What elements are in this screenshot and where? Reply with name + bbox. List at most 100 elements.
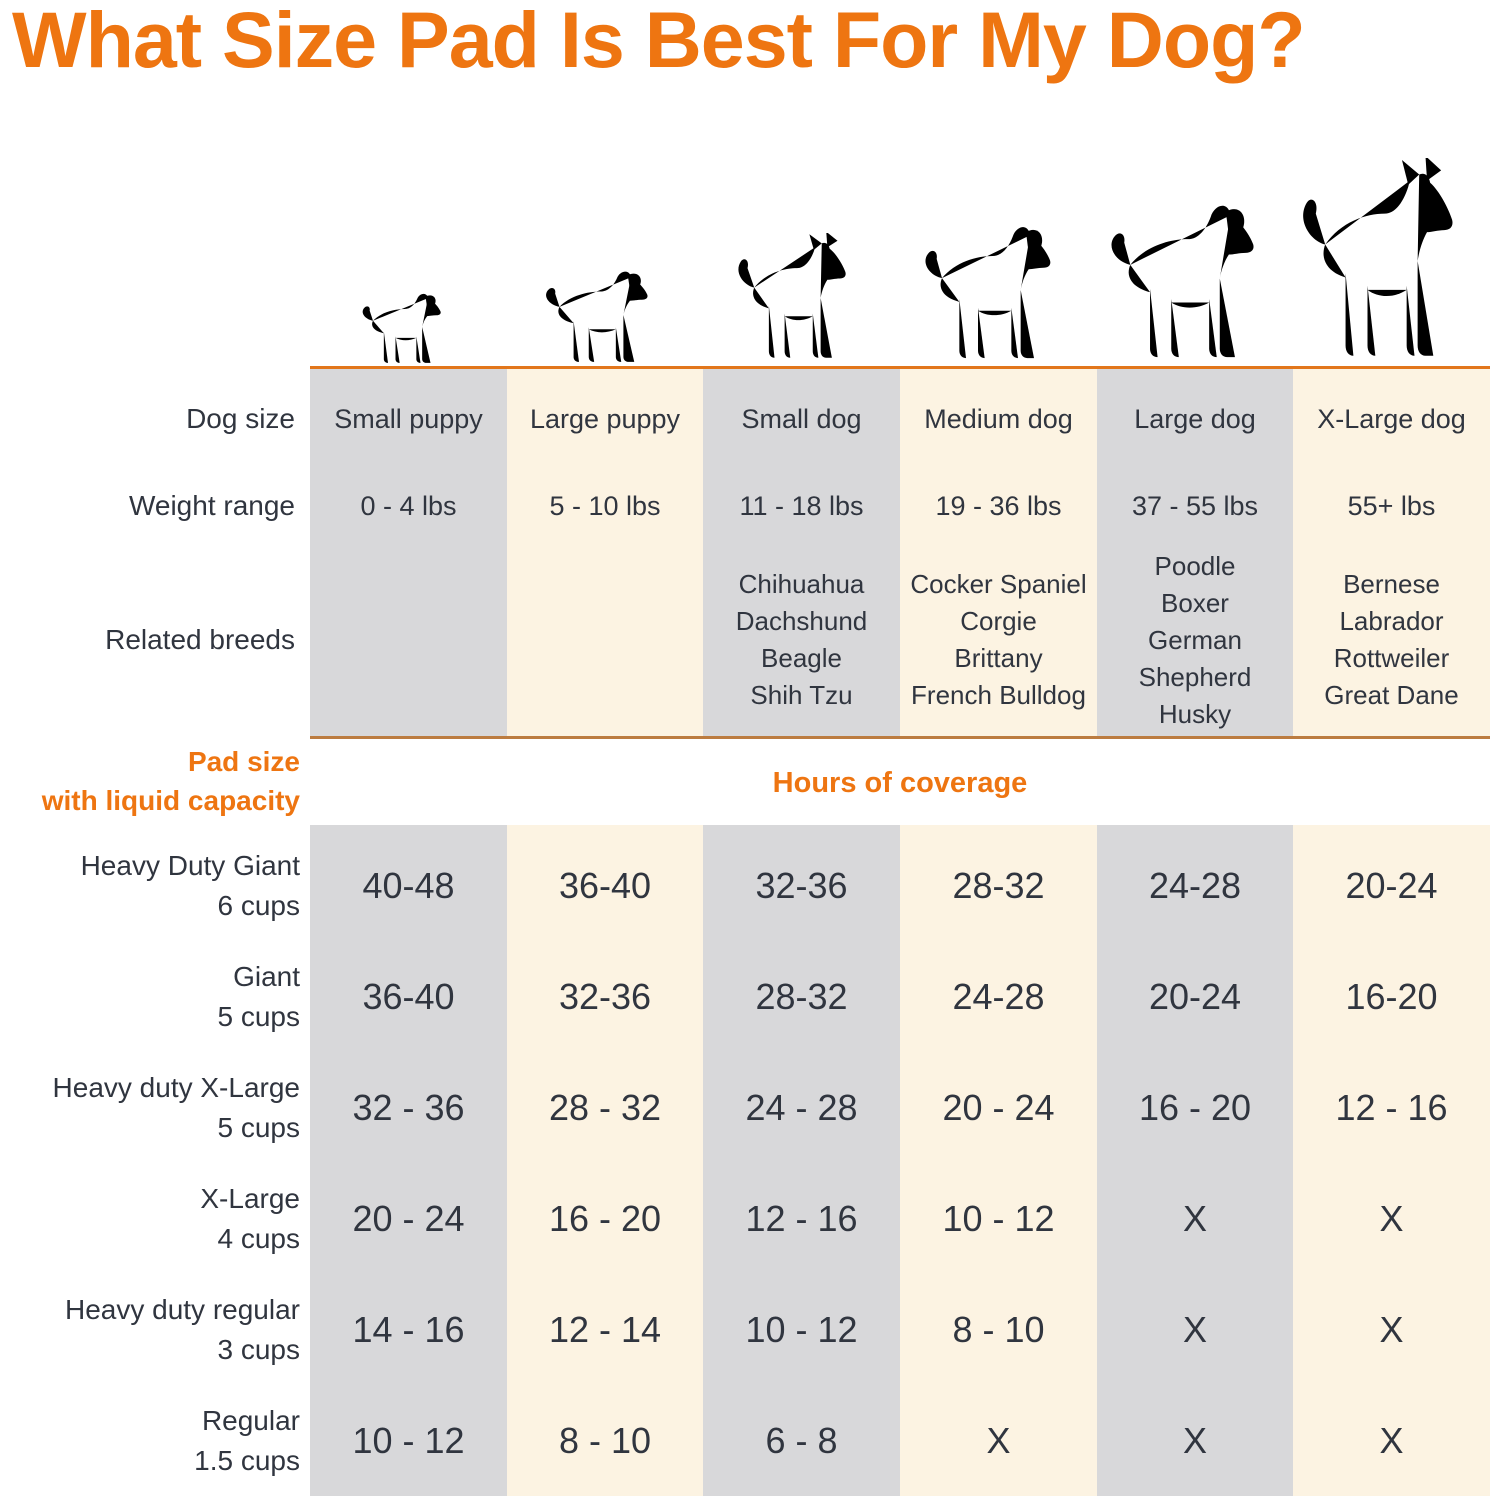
hours-cell: X <box>1182 1309 1207 1350</box>
large-puppy-icon <box>546 271 648 362</box>
weight-range: 0 - 4 lbs <box>360 491 457 521</box>
breeds-list: Chihuahua Dachshund Beagle Shih Tzu <box>703 547 900 733</box>
hours-cell: 16-20 <box>1345 976 1438 1017</box>
hours-cell: 28 - 32 <box>548 1087 662 1128</box>
small-puppy-icon <box>362 293 441 363</box>
hours-cell: 24 - 28 <box>745 1087 858 1128</box>
breed-item: Great Dane <box>1324 680 1459 710</box>
breed-item: Husky <box>1158 698 1232 729</box>
column-stripe <box>1293 369 1490 736</box>
page-title: What Size Pad Is Best For My Dog? <box>12 0 1306 84</box>
hours-cell: 8 - 10 <box>558 1420 652 1461</box>
hours-cell: X <box>986 1420 1011 1461</box>
hours-cell: 6 - 8 <box>765 1420 838 1461</box>
hours-cell: 20 - 24 <box>352 1198 465 1239</box>
hours-cell: 12 - 14 <box>548 1309 662 1350</box>
weight-range: 5 - 10 lbs <box>549 491 661 521</box>
pad-row-label: X-Large 4 cups <box>200 1183 300 1254</box>
medium-dog-icon <box>925 227 1051 359</box>
hours-cell: X <box>1379 1309 1404 1350</box>
weight-range: 55+ lbs <box>1347 491 1436 521</box>
column-stripe <box>900 369 1097 736</box>
breed-item: Corgie <box>960 606 1037 636</box>
row-label-dog-size: Dog size <box>186 403 295 434</box>
column-stripe <box>507 369 703 736</box>
pad-row-label: Heavy Duty Giant 6 cups <box>80 850 300 921</box>
breed-item: Labrador <box>1339 606 1444 636</box>
hours-cell: X <box>1182 1420 1207 1461</box>
hours-cell: 36-40 <box>362 976 455 1017</box>
column-header: Medium dog <box>924 404 1073 434</box>
column-header: Large dog <box>1134 404 1256 434</box>
breed-item: Boxer <box>1161 587 1229 618</box>
hours-cell: 20 - 24 <box>942 1087 1055 1128</box>
hours-cell: 14 - 16 <box>352 1309 465 1350</box>
breed-item: Beagle <box>761 643 842 673</box>
breed-item: Rottweiler <box>1333 643 1450 673</box>
breed-item: Cocker Spaniel <box>910 569 1087 599</box>
hours-cell: 28-32 <box>755 976 848 1017</box>
hours-cell: 32 - 36 <box>352 1087 465 1128</box>
breed-item: Chihuahua <box>738 569 865 599</box>
hours-cell: 16 - 20 <box>548 1198 662 1239</box>
hours-cell: 24-28 <box>1148 865 1242 906</box>
column-stripe <box>900 825 1097 1496</box>
hours-cell: 10 - 12 <box>942 1198 1055 1239</box>
hours-cell: 20-24 <box>1345 865 1438 906</box>
weight-range: 11 - 18 lbs <box>739 491 864 521</box>
pad-row-label: Regular 1.5 cups <box>194 1405 300 1476</box>
breeds-list: Bernese Labrador Rottweiler Great Dane <box>1293 547 1490 733</box>
column-stripe <box>1097 369 1293 736</box>
column-stripe <box>310 369 507 736</box>
large-dog-icon <box>1111 205 1254 358</box>
small-dog-icon <box>738 233 846 358</box>
column-stripe <box>703 369 900 736</box>
pad-row-label: Heavy duty regular 3 cups <box>64 1294 300 1365</box>
hours-cell: 10 - 12 <box>352 1420 465 1461</box>
hours-of-coverage-header: Hours of coverage <box>772 767 1028 799</box>
ground-line <box>310 366 1490 369</box>
hours-cell: 16 - 20 <box>1138 1087 1252 1128</box>
hours-cell: 28-32 <box>952 865 1045 906</box>
column-stripe <box>1097 825 1293 1496</box>
column-header: Large puppy <box>529 404 681 434</box>
column-stripe <box>310 825 507 1496</box>
breed-item: Shih Tzu <box>750 680 853 710</box>
pad-row-label: Giant 5 cups <box>217 961 301 1032</box>
x-large-dog-icon <box>1303 158 1453 356</box>
column-header: X-Large dog <box>1317 404 1466 434</box>
section-divider-line <box>310 736 1490 739</box>
weight-range: 37 - 55 lbs <box>1131 491 1259 521</box>
hours-cell: 36-40 <box>558 865 652 906</box>
breed-item: German Shepherd <box>1138 624 1252 692</box>
column-header: Small puppy <box>334 404 483 434</box>
row-label-weight-range: Weight range <box>128 490 295 521</box>
hours-cell: 20-24 <box>1148 976 1242 1017</box>
hours-cell: 32-36 <box>558 976 652 1017</box>
column-stripe <box>703 825 900 1496</box>
column-stripe <box>507 825 703 1496</box>
hours-cell: 24-28 <box>952 976 1045 1017</box>
breeds-list: Poodle Boxer German Shepherd Husky <box>1097 547 1293 733</box>
hours-cell: 32-36 <box>755 865 848 906</box>
hours-cell: 12 - 16 <box>1335 1087 1448 1128</box>
hours-cell: 40-48 <box>362 865 455 906</box>
column-stripe <box>1293 825 1490 1496</box>
breed-item: French Bulldog <box>911 680 1086 710</box>
hours-cell: 12 - 16 <box>745 1198 858 1239</box>
hours-cell: X <box>1182 1198 1207 1239</box>
breed-item: Brittany <box>954 643 1043 673</box>
hours-cell: 10 - 12 <box>745 1309 858 1350</box>
breeds-list: Cocker Spaniel Corgie Brittany French Bu… <box>900 547 1097 733</box>
column-header: Small dog <box>741 404 862 434</box>
row-label-related-breeds: Related breeds <box>105 624 295 655</box>
hours-cell: X <box>1379 1420 1404 1461</box>
breed-item: Bernese <box>1343 569 1440 599</box>
breed-item: Poodle <box>1154 550 1236 581</box>
weight-range: 19 - 36 lbs <box>935 491 1062 521</box>
pad-row-label: Heavy duty X-Large 5 cups <box>52 1072 300 1143</box>
pad-size-section-label: Pad size with liquid capacity <box>41 746 300 816</box>
breed-item: Dachshund <box>735 606 868 636</box>
hours-cell: 8 - 10 <box>952 1309 1045 1350</box>
